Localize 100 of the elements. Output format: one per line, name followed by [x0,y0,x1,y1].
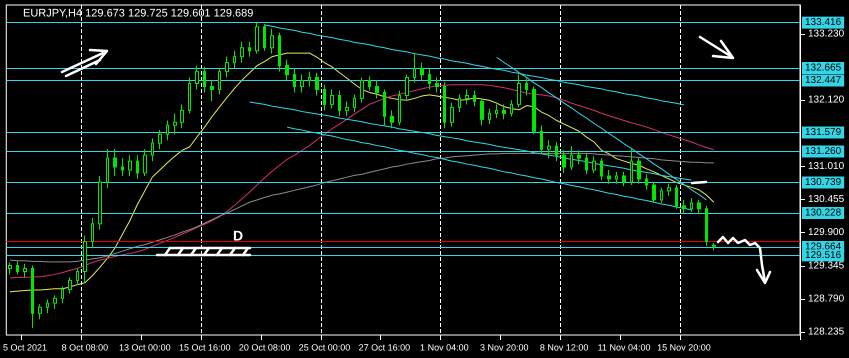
candlestick [293,68,296,93]
x-tick-label: 8 Oct 08:00 [62,342,108,352]
candlestick [532,86,536,135]
candlestick [398,90,401,126]
candlestick [113,148,117,176]
candlestick [195,65,199,90]
candlestick [136,154,139,180]
x-tick-label: 5 Oct 2021 [2,342,48,352]
candlestick [450,102,454,127]
candlestick [465,88,469,105]
candlestick [345,100,349,117]
candlestick [682,199,686,214]
candlestick [225,56,229,78]
candlestick [353,94,356,113]
ref-line-label: 132.447 [805,75,842,86]
candlestick [517,74,521,108]
candlestick [375,80,379,99]
candlestick [495,104,498,119]
candlestick [443,82,446,129]
candlestick [308,71,311,87]
candlestick [577,150,581,165]
line-series [10,152,714,262]
ref-line-label: 130.739 [805,177,842,188]
candlestick [188,77,191,114]
candlestick [413,53,416,83]
candlestick [645,174,648,190]
chart-title: EURJPY,H4 129.673 129.725 129.601 129.689 [23,8,254,20]
x-tick-label: 25 Oct 00:00 [298,342,350,352]
candlestick [83,235,87,284]
candlestick [240,41,244,64]
candlestick [488,108,491,125]
candlestick [263,23,266,52]
candlestick [607,170,611,184]
candlestick [121,158,124,176]
candlestick [405,74,409,101]
candlestick [38,304,42,320]
candlestick [180,104,184,129]
candlestick [547,140,551,159]
x-tick-label: 15 Oct 16:00 [178,342,230,352]
ref-line-label: 130.228 [805,207,842,218]
y-tick-label: 128.235 [808,326,845,338]
candlestick [585,153,588,175]
candlestick [46,299,49,314]
y-tick-label: 129.900 [808,227,845,238]
x-tick-label: 3 Nov 20:00 [480,342,528,352]
candlestick [368,76,371,92]
candlestick [675,184,678,210]
candlestick [300,74,304,93]
ref-line-label: 131.579 [805,126,842,138]
candlestick [697,199,701,214]
candlestick [330,88,334,110]
annotation: D [233,228,244,244]
x-tick-label: 13 Oct 00:00 [119,342,171,352]
candlestick [360,77,364,104]
candlestick [705,205,708,246]
candlestick [323,84,326,111]
ref-line-label: 129.516 [805,250,842,261]
candlestick [502,104,506,120]
y-tick-label: 133.230 [808,28,845,40]
candlestick [218,68,221,95]
candlestick [615,171,618,184]
candlestick [151,138,154,162]
candlestick [473,90,476,107]
candlestick [315,72,319,96]
candlestick [338,90,341,117]
y-tick-label: 129.345 [808,260,845,272]
x-tick-label: 27 Oct 16:00 [358,342,410,352]
candlestick [16,260,19,275]
candlestick [106,148,109,188]
candlestick [158,130,162,150]
candlestick [592,156,596,174]
y-tick-label: 130.455 [808,194,845,206]
candlestick [31,264,34,329]
candlestick [128,154,132,176]
candlestick [210,80,214,102]
x-tick-label: 11 Nov 04:00 [598,342,650,352]
candlestick [652,181,656,204]
candlestick [540,124,543,154]
candlestick [278,32,281,72]
candlestick [285,59,289,82]
y-tick-label: 128.790 [808,293,845,304]
candlestick [712,242,716,252]
candlestick [480,98,484,126]
candlestick [166,120,169,141]
candlestick [255,22,259,54]
candlestick [98,175,102,230]
candlestick [270,28,274,54]
candlestick [570,146,573,171]
candlestick [458,94,461,113]
candlestick [667,183,671,196]
y-tick-label: 131.010 [808,160,845,172]
candlestick [637,158,641,184]
candlestick [562,150,566,174]
candlestick [510,100,513,117]
candlestick [76,268,79,286]
candlestick [435,77,439,93]
candlestick [68,276,72,294]
candlestick [8,262,12,275]
candlestick [600,158,603,181]
candlestick [383,88,386,126]
